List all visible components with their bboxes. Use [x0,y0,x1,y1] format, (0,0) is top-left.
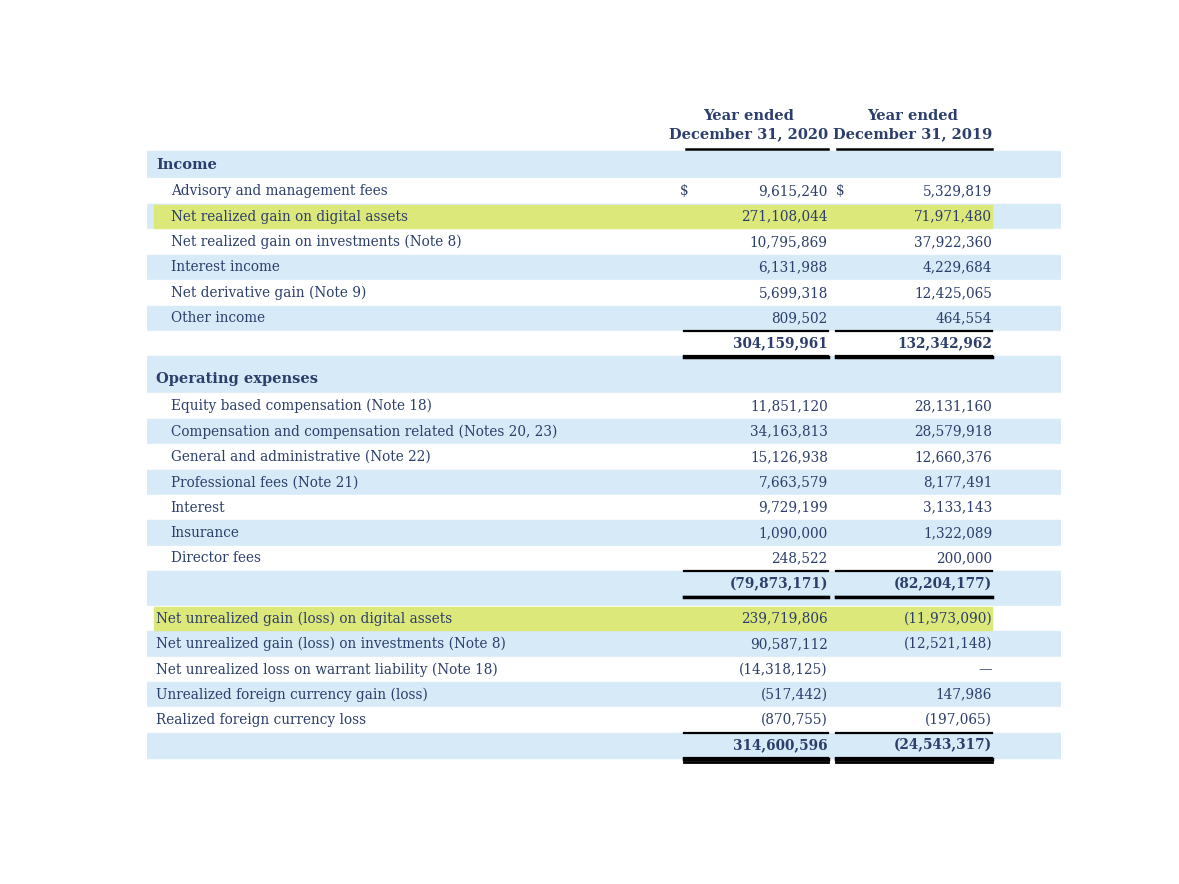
Text: 9,615,240: 9,615,240 [758,184,828,198]
Text: (12,521,148): (12,521,148) [903,637,992,651]
Bar [147,106,1061,151]
Text: 809,502: 809,502 [771,311,828,325]
Bar [147,469,1061,495]
Text: 71,971,480: 71,971,480 [914,210,992,224]
Text: Realized foreign currency loss: Realized foreign currency loss [156,713,365,728]
Text: Interest income: Interest income [171,261,279,274]
Text: Net unrealized loss on warrant liability (Note 18): Net unrealized loss on warrant liability… [156,662,498,676]
Text: 248,522: 248,522 [771,552,828,566]
Text: Director fees: Director fees [171,552,261,566]
Bar [147,331,1061,356]
Text: —: — [979,662,992,676]
Text: Operating expenses: Operating expenses [156,372,318,386]
Text: Other income: Other income [171,311,265,325]
Bar [147,657,1061,682]
Text: 28,579,918: 28,579,918 [914,424,992,438]
Text: $: $ [836,184,844,198]
Text: 4,229,684: 4,229,684 [923,261,992,274]
Bar [147,280,1061,306]
Bar [147,521,1061,545]
Text: (79,873,171): (79,873,171) [730,576,828,591]
Text: 11,851,120: 11,851,120 [750,399,828,413]
Text: 9,729,199: 9,729,199 [758,500,828,514]
Bar [147,571,1061,597]
Bar [147,545,1061,571]
Text: Insurance: Insurance [171,526,239,540]
Text: 304,159,961: 304,159,961 [733,337,828,351]
Bar [147,229,1061,255]
Text: Net realized gain on investments (Note 8): Net realized gain on investments (Note 8… [171,235,461,249]
Text: 37,922,360: 37,922,360 [914,235,992,249]
Bar [147,356,1061,366]
Text: Professional fees (Note 21): Professional fees (Note 21) [171,476,358,489]
Text: (870,755): (870,755) [760,713,828,728]
Text: 464,554: 464,554 [936,311,992,325]
Text: (24,543,317): (24,543,317) [894,738,992,752]
Text: General and administrative (Note 22): General and administrative (Note 22) [171,450,430,464]
Text: (197,065): (197,065) [926,713,992,728]
Text: 28,131,160: 28,131,160 [915,399,992,413]
Text: 5,699,318: 5,699,318 [758,286,828,300]
Text: 8,177,491: 8,177,491 [923,476,992,489]
Text: Net unrealized gain (loss) on investments (Note 8): Net unrealized gain (loss) on investment… [156,636,506,652]
Text: $: $ [680,184,689,198]
Text: (14,318,125): (14,318,125) [739,662,828,676]
Text: Equity based compensation (Note 18): Equity based compensation (Note 18) [171,399,432,413]
Bar [147,151,1061,179]
Text: 7,663,579: 7,663,579 [758,476,828,489]
Bar [147,366,1061,393]
Text: Interest: Interest [171,500,225,514]
Text: 200,000: 200,000 [936,552,992,566]
Bar [147,204,1061,229]
Bar [147,606,1061,631]
Text: 90,587,112: 90,587,112 [750,637,828,651]
Text: Year ended
December 31, 2020: Year ended December 31, 2020 [668,109,828,141]
Text: 1,322,089: 1,322,089 [923,526,992,540]
Bar [147,419,1061,444]
Text: 147,986: 147,986 [936,688,992,702]
Bar [153,607,992,629]
Text: Net derivative gain (Note 9): Net derivative gain (Note 9) [171,286,365,300]
Text: (82,204,177): (82,204,177) [894,576,992,591]
Bar [147,733,1061,758]
Bar [147,444,1061,469]
Bar [147,306,1061,331]
Text: 12,425,065: 12,425,065 [914,286,992,300]
Text: Income: Income [156,157,217,171]
Text: (11,973,090): (11,973,090) [903,612,992,626]
Text: 314,600,596: 314,600,596 [733,738,828,752]
Bar [147,393,1061,419]
Bar [147,707,1061,733]
Text: 1,090,000: 1,090,000 [758,526,828,540]
Text: 5,329,819: 5,329,819 [923,184,992,198]
Text: 34,163,813: 34,163,813 [750,424,828,438]
Text: 12,660,376: 12,660,376 [915,450,992,464]
Text: 10,795,869: 10,795,869 [750,235,828,249]
Text: Compensation and compensation related (Notes 20, 23): Compensation and compensation related (N… [171,424,556,438]
Text: 239,719,806: 239,719,806 [742,612,828,626]
Text: Unrealized foreign currency gain (loss): Unrealized foreign currency gain (loss) [156,688,428,702]
Text: 6,131,988: 6,131,988 [758,261,828,274]
Bar [147,495,1061,521]
Text: 15,126,938: 15,126,938 [750,450,828,464]
Text: 132,342,962: 132,342,962 [897,337,992,351]
Text: 271,108,044: 271,108,044 [742,210,828,224]
Text: Net realized gain on digital assets: Net realized gain on digital assets [171,210,408,224]
Text: Advisory and management fees: Advisory and management fees [171,184,388,198]
Bar [153,205,992,228]
Text: Year ended
December 31, 2019: Year ended December 31, 2019 [832,109,992,141]
Text: 3,133,143: 3,133,143 [923,500,992,514]
Bar [147,682,1061,707]
Bar [147,179,1061,204]
Bar [147,255,1061,280]
Text: Net unrealized gain (loss) on digital assets: Net unrealized gain (loss) on digital as… [156,612,453,626]
Bar [147,597,1061,606]
Bar [147,631,1061,657]
Text: (517,442): (517,442) [760,688,828,702]
